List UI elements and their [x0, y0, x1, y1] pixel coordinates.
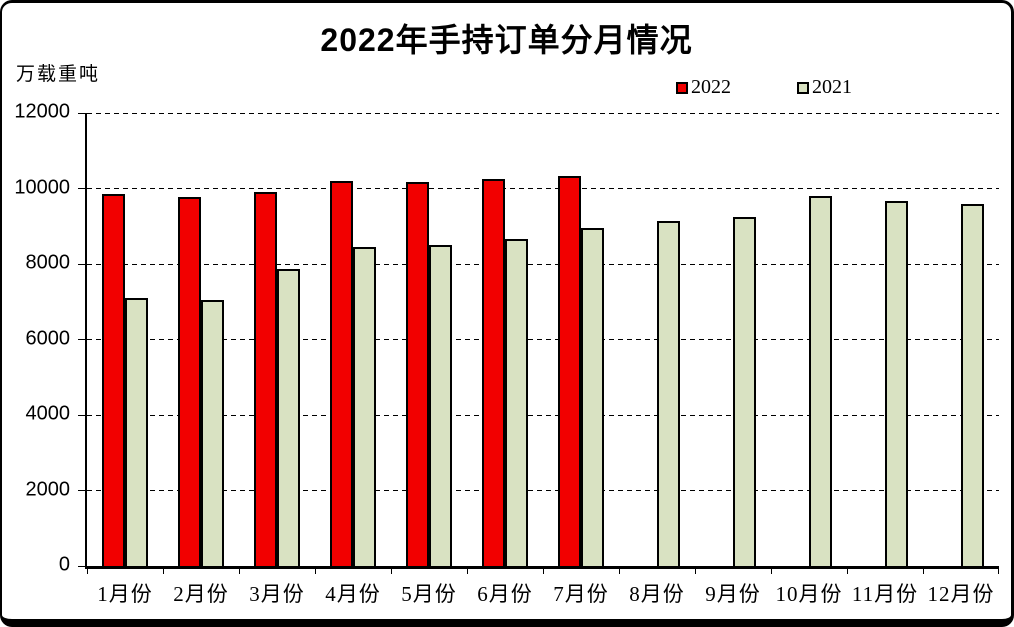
- x-axis-tick: [391, 566, 392, 574]
- bar-2022-4月份: [330, 180, 353, 566]
- chart-title: 2022年手持订单分月情况: [320, 22, 693, 58]
- x-axis-tick: [923, 566, 924, 574]
- y-axis-tick-label: 10000: [14, 176, 70, 199]
- bar-2021-8月份: [657, 220, 680, 566]
- x-axis-tick: [467, 566, 468, 574]
- y-axis-tick-label: 2000: [25, 478, 71, 501]
- x-axis-tick: [998, 566, 999, 574]
- x-axis-label-4月份: 4月份: [325, 582, 381, 606]
- bar-group-12月份: [923, 113, 999, 566]
- bar-group-9月份: [695, 113, 771, 566]
- x-axis-label-10月份: 10月份: [775, 582, 843, 606]
- bar-group-8月份: [619, 113, 695, 566]
- y-axis-tick-label: 0: [58, 553, 70, 576]
- bar-2022-2月份: [178, 196, 201, 566]
- y-axis-tick: [78, 565, 85, 567]
- x-axis-label-6月份: 6月份: [477, 582, 533, 606]
- gridline-6000: [87, 339, 999, 340]
- y-axis-tick-label: 4000: [25, 402, 71, 425]
- bar-2021-4月份: [353, 247, 376, 566]
- legend-swatch-2021: [797, 81, 809, 94]
- bar-2021-3月份: [277, 269, 300, 566]
- gridline-4000: [87, 414, 999, 416]
- y-axis-tick: [78, 339, 85, 340]
- bar-group-5月份: [391, 113, 467, 566]
- x-axis-label-8月份: 8月份: [629, 582, 685, 606]
- bar-2022-7月份: [558, 176, 581, 566]
- bar-2021-6月份: [505, 239, 528, 566]
- x-axis-label-7月份: 7月份: [553, 582, 609, 606]
- bar-2022-5月份: [406, 181, 429, 566]
- x-axis-tick: [771, 566, 772, 574]
- x-axis-tick: [543, 566, 544, 574]
- gridline-10000: [87, 188, 999, 189]
- y-axis-tick: [78, 414, 85, 416]
- y-axis-tick: [78, 112, 85, 114]
- bar-group-6月份: [467, 113, 543, 566]
- x-axis-tick: [315, 566, 316, 574]
- x-axis-label-1月份: 1月份: [97, 582, 153, 606]
- x-axis-label-2月份: 2月份: [173, 582, 229, 606]
- legend-label-2021: 2021: [812, 76, 852, 98]
- y-axis-unit-label: 万载重吨: [16, 64, 101, 85]
- bar-group-11月份: [847, 113, 923, 566]
- bar-2021-11月份: [885, 201, 908, 566]
- y-axis-tick: [78, 490, 85, 491]
- bar-2021-5月份: [429, 245, 452, 566]
- x-axis-label-3月份: 3月份: [249, 582, 305, 606]
- bar-2021-9月份: [733, 216, 756, 566]
- legend-item-2022: 2022: [676, 76, 731, 99]
- bar-group-10月份: [771, 113, 847, 566]
- y-axis-tick-label: 12000: [14, 100, 70, 123]
- x-axis-tick: [239, 566, 240, 574]
- bar-2022-6月份: [482, 179, 505, 566]
- y-axis-tick-label: 8000: [25, 251, 71, 274]
- legend-swatch-2022: [676, 81, 688, 94]
- x-axis-tick: [847, 566, 848, 574]
- y-axis-tick-label: 6000: [25, 327, 71, 350]
- x-axis-label-5月份: 5月份: [401, 582, 457, 606]
- bar-group-7月份: [543, 113, 619, 566]
- bar-group-2月份: [163, 113, 239, 566]
- legend-label-2022: 2022: [691, 76, 731, 98]
- x-axis-label-9月份: 9月份: [705, 582, 761, 606]
- bar-2022-3月份: [254, 191, 277, 566]
- bar-2021-2月份: [201, 299, 224, 566]
- bar-group-4月份: [315, 113, 391, 566]
- legend-item-2021: 2021: [797, 76, 852, 99]
- plot-area: 0 2000 4000 6000 8000 10000 12000 1月份 2月份 3月份 4月份 5…: [14, 101, 999, 606]
- bar-group-3月份: [239, 113, 315, 566]
- bar-group-1月份: [87, 113, 163, 566]
- bar-2022-1月份: [102, 194, 125, 566]
- legend: 2022 2021: [676, 76, 852, 99]
- y-axis-tick: [78, 263, 85, 265]
- bar-2021-12月份: [961, 203, 984, 566]
- bar-2021-1月份: [125, 297, 148, 566]
- gridline-12000: [87, 112, 999, 114]
- bar-2021-10月份: [809, 196, 832, 566]
- gridline-8000: [87, 263, 999, 265]
- x-axis-label-11月份: 11月份: [851, 582, 919, 606]
- gridline-2000: [87, 490, 999, 491]
- x-axis-tick: [87, 566, 88, 574]
- y-axis-tick: [78, 188, 85, 189]
- x-axis-tick: [619, 566, 620, 574]
- bar-2021-7月份: [581, 228, 604, 566]
- x-axis-tick: [695, 566, 696, 574]
- x-axis-label-12月份: 12月份: [927, 582, 995, 606]
- x-axis-tick: [163, 566, 164, 574]
